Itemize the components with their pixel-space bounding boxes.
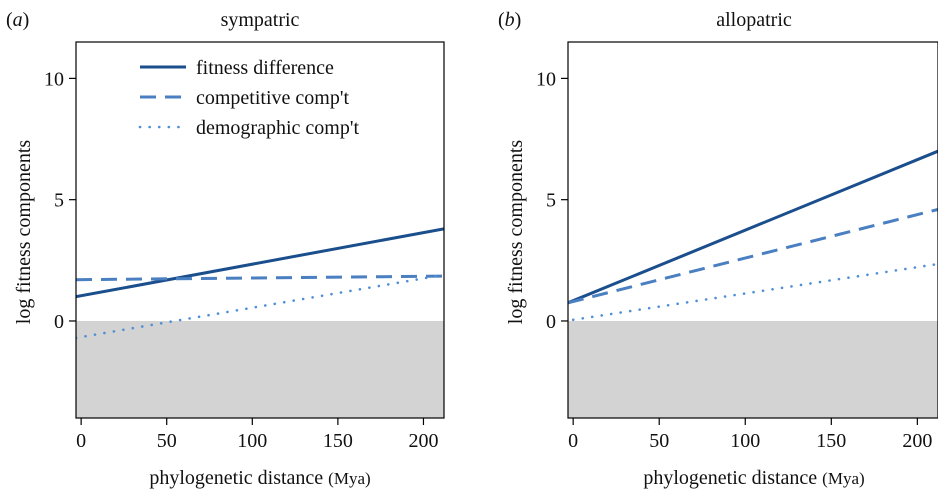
x-tick-label-200-a: 200 <box>408 430 438 452</box>
y-tick-label-10-b: 10 <box>536 68 556 90</box>
y-tick-label-0-b: 0 <box>546 311 556 333</box>
series-competitive-comp-t-a <box>76 274 444 282</box>
x-tick-label-150-b: 150 <box>816 430 846 452</box>
plot-frame-b <box>567 41 938 419</box>
series-demographic-comp-t-b <box>571 262 938 322</box>
x-tick-label-0-b: 0 <box>568 430 578 452</box>
panel-label-b: (b) <box>498 9 521 31</box>
legend-label-fitness-difference: fitness difference <box>196 57 334 79</box>
y-tick-label-10-a: 10 <box>44 68 64 90</box>
x-tick-label-100-a: 100 <box>237 430 267 452</box>
x-axis-label-b: phylogenetic distance (Mya) <box>643 467 864 489</box>
series-fitness-difference-b <box>568 149 938 305</box>
x-axis-label-a: phylogenetic distance (Mya) <box>149 467 370 489</box>
x-tick-label-200-b: 200 <box>902 430 932 452</box>
y-tick-label-5-a: 5 <box>54 190 64 212</box>
x-tick-label-0-a: 0 <box>76 430 86 452</box>
plot-frame-a <box>75 41 445 419</box>
chart-title-b: allopatric <box>716 9 792 31</box>
y-tick-label-5-b: 5 <box>546 190 556 212</box>
legend-label-competitive: competitive comp't <box>196 87 349 109</box>
x-tick-label-150-a: 150 <box>323 430 353 452</box>
y-axis-label-a: log fitness components <box>13 140 35 325</box>
panel-a: (a) sympatric log fitness components phy… <box>6 9 445 489</box>
series-fitness-difference-a <box>76 227 444 299</box>
legend: fitness difference competitive comp't de… <box>138 57 359 139</box>
y-tick-label-0-a: 0 <box>54 311 64 333</box>
legend-label-demographic: demographic comp't <box>196 117 359 139</box>
panel-label-a: (a) <box>6 9 29 31</box>
x-tick-label-100-b: 100 <box>730 430 760 452</box>
negative-region-a <box>76 320 444 418</box>
x-tick-label-50-b: 50 <box>649 430 669 452</box>
x-tick-label-50-a: 50 <box>157 430 177 452</box>
negative-region-b <box>568 320 938 418</box>
series-competitive-comp-t-b <box>568 207 938 305</box>
chart-title-a: sympatric <box>221 9 300 31</box>
panel-b: (b) allopatric log fitness components ph… <box>498 9 938 489</box>
y-axis-label-b: log fitness components <box>505 140 527 325</box>
